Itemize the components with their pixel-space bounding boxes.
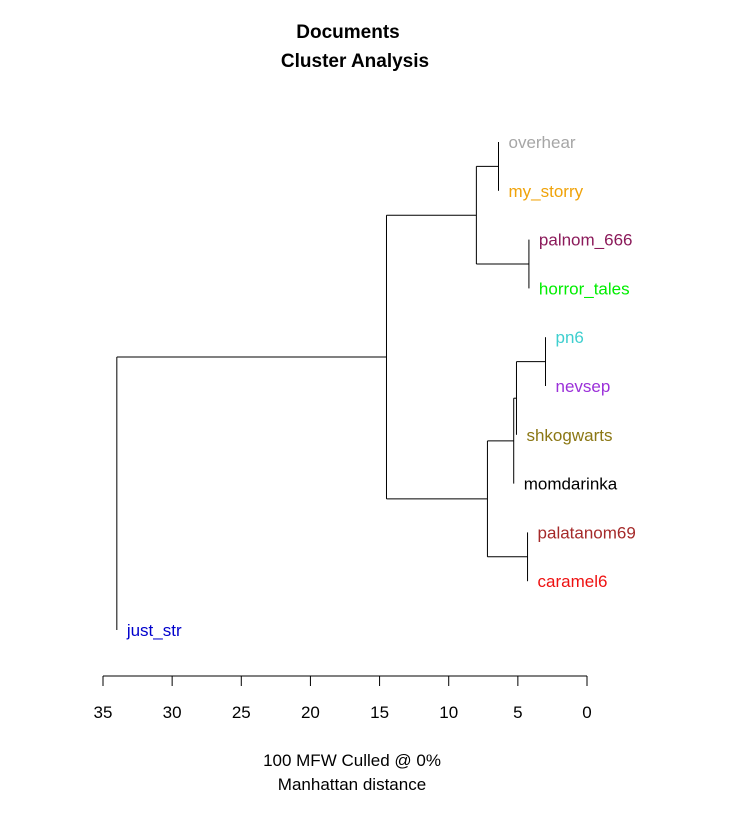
leaf-label-momdarinka: momdarinka — [524, 475, 618, 494]
x-tick-label-30: 30 — [163, 703, 182, 722]
chart-subtitle: Cluster Analysis — [281, 51, 429, 72]
leaf-label-nevsep: nevsep — [556, 377, 611, 396]
leaf-label-caramel6: caramel6 — [538, 572, 608, 591]
chart-title: Documents — [296, 22, 399, 43]
leaf-label-just-str: just_str — [126, 621, 182, 640]
x-tick-label-15: 15 — [370, 703, 389, 722]
x-axis: 35 30 25 20 15 10 5 0 — [94, 675, 592, 722]
leaf-label-horror-tales: horror_tales — [539, 279, 630, 298]
x-axis-label-line2: Manhattan distance — [278, 775, 426, 794]
leaf-label-palnom-666: palnom_666 — [539, 231, 633, 250]
leaf-label-my-storry: my_storry — [508, 182, 583, 201]
x-tick-label-20: 20 — [301, 703, 320, 722]
leaf-label-palatanom69: palatanom69 — [538, 523, 636, 542]
x-tick-label-0: 0 — [582, 703, 591, 722]
x-tick-label-35: 35 — [94, 703, 113, 722]
x-tick-label-10: 10 — [439, 703, 458, 722]
leaf-labels: overhear my_storry palnom_666 horror_talesp… — [126, 133, 636, 640]
x-tick-label-5: 5 — [513, 703, 522, 722]
x-axis-label-line1: 100 MFW Culled @ 0% — [263, 751, 441, 770]
leaf-label-overhear: overhear — [508, 133, 575, 152]
leaf-label-pn6: pn6 — [556, 328, 584, 347]
dendrogram-branches — [116, 142, 547, 630]
x-tick-label-25: 25 — [232, 703, 251, 722]
leaf-label-shkogwarts: shkogwarts — [526, 426, 612, 445]
x-axis-ticks: 35 30 25 20 15 10 5 0 — [94, 676, 592, 722]
